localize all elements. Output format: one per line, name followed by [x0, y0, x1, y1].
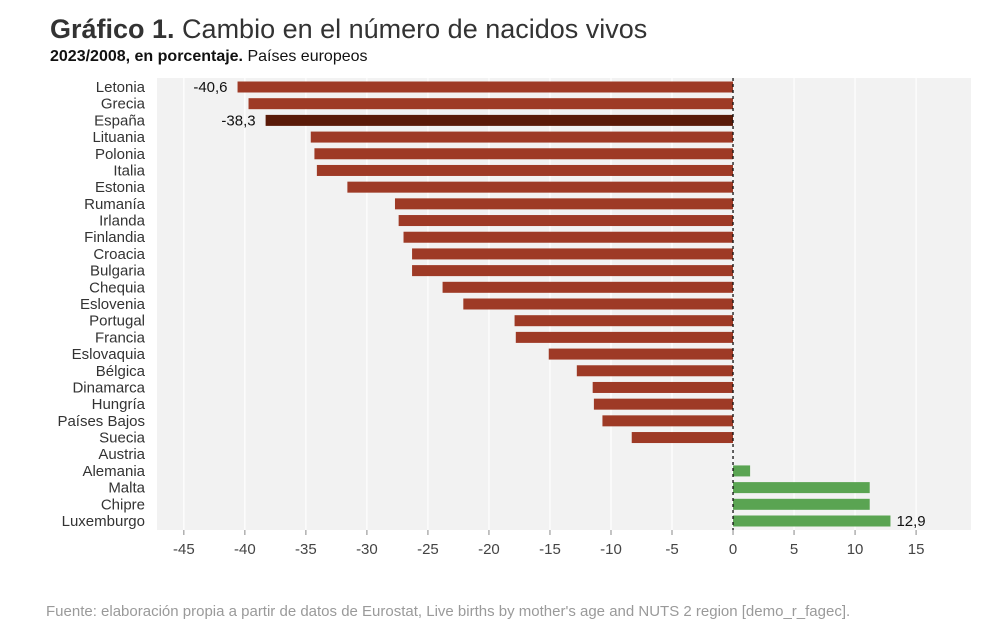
bar — [548, 348, 734, 360]
data-label: -38,3 — [221, 112, 255, 129]
category-label: Letonia — [96, 79, 146, 96]
category-label: Países Bajos — [57, 413, 145, 430]
category-labels: LetoniaGreciaEspañaLituaniaPoloniaItalia… — [57, 79, 145, 530]
category-label: Chipre — [101, 496, 145, 513]
category-label: Grecia — [101, 96, 146, 113]
bar — [631, 432, 734, 444]
bar — [398, 215, 734, 227]
x-tick-label: -20 — [478, 541, 500, 558]
chart-title-bold: Gráfico 1. — [50, 14, 175, 44]
x-tick-label: -15 — [539, 541, 561, 558]
data-label: 12,9 — [896, 513, 925, 530]
x-tick-label: -45 — [173, 541, 195, 558]
category-label: Dinamarca — [72, 379, 145, 396]
bar — [316, 164, 734, 176]
x-tick-label: 15 — [908, 541, 925, 558]
bar — [576, 365, 734, 377]
chart-title: Gráfico 1. Cambio en el número de nacido… — [50, 14, 647, 45]
bar — [347, 181, 734, 193]
category-label: Eslovaquia — [72, 346, 146, 363]
bar — [733, 465, 751, 477]
category-label: España — [94, 112, 146, 129]
x-tick-label: -40 — [234, 541, 256, 558]
bar — [412, 248, 734, 260]
chart-title-rest: Cambio en el número de nacidos vivos — [174, 14, 648, 44]
category-label: Finlandia — [84, 229, 146, 246]
chart-subtitle: 2023/2008, en porcentaje. Países europeo… — [50, 48, 368, 66]
category-label: Malta — [108, 480, 145, 497]
x-tick-label: -5 — [665, 541, 678, 558]
x-tick-label: -25 — [417, 541, 439, 558]
category-label: Bélgica — [96, 363, 146, 380]
category-label: Francia — [95, 329, 146, 346]
bar-chart: LetoniaGreciaEspañaLituaniaPoloniaItalia… — [57, 78, 971, 558]
bar — [310, 131, 734, 143]
bar — [442, 281, 734, 293]
category-label: Rumanía — [84, 196, 146, 213]
category-label: Chequia — [89, 279, 146, 296]
x-axis-ticks: -45 -40 -35 -30 -25 -20 -15 -10 -5 0 5 10 15 — [173, 530, 924, 558]
bar — [593, 398, 734, 410]
category-label: Bulgaria — [90, 263, 146, 280]
category-label: Luxemburgo — [62, 513, 145, 530]
category-label: Lituania — [92, 129, 145, 146]
chart-subtitle-bold: 2023/2008, en porcentaje. — [50, 48, 243, 65]
source-note: Fuente: elaboración propia a partir de d… — [46, 603, 851, 620]
bar — [514, 315, 734, 327]
x-tick-label: -35 — [295, 541, 317, 558]
bar — [265, 114, 734, 126]
bar — [733, 482, 870, 494]
category-label: Eslovenia — [80, 296, 146, 313]
x-tick-label: 10 — [847, 541, 864, 558]
data-label: -40,6 — [193, 79, 227, 96]
bar — [412, 265, 734, 277]
category-label: Suecia — [99, 430, 146, 447]
bars — [237, 81, 891, 527]
category-label: Estonia — [95, 179, 146, 196]
bar — [463, 298, 734, 310]
bar — [592, 381, 734, 393]
bar — [314, 148, 734, 160]
x-tick-label: -30 — [356, 541, 378, 558]
bar — [237, 81, 734, 93]
x-tick-label: 5 — [790, 541, 798, 558]
bar — [733, 515, 891, 527]
category-label: Austria — [98, 446, 145, 463]
x-tick-label: -10 — [600, 541, 622, 558]
data-labels: -40,6 -38,3 12,9 — [193, 79, 925, 530]
category-label: Alemania — [82, 463, 145, 480]
category-label: Irlanda — [99, 213, 146, 230]
category-label: Portugal — [89, 313, 145, 330]
category-label: Croacia — [93, 246, 145, 263]
bar — [733, 498, 870, 510]
bar — [602, 415, 734, 427]
bar — [515, 331, 734, 343]
bar — [248, 98, 734, 110]
chart-subtitle-rest: Países europeos — [243, 48, 368, 65]
category-label: Polonia — [95, 146, 146, 163]
bar — [394, 198, 734, 210]
x-tick-label: 0 — [729, 541, 737, 558]
category-label: Hungría — [92, 396, 146, 413]
category-label: Italia — [113, 162, 145, 179]
bar — [403, 231, 734, 243]
